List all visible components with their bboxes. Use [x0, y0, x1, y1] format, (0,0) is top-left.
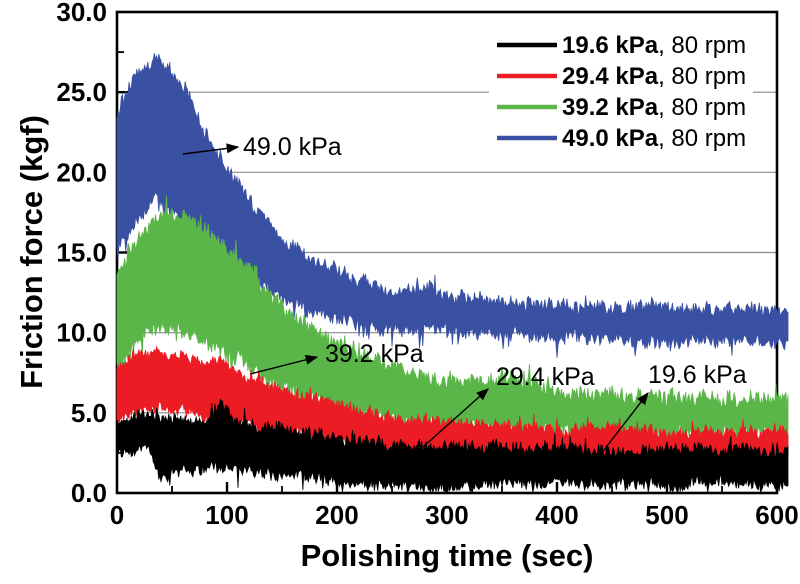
y-tick-label-25.0: 25.0 [56, 77, 107, 107]
legend-label: 29.4 kPa, 80 rpm [562, 63, 746, 90]
legend-background [489, 27, 753, 155]
annotation-arrow [249, 354, 319, 375]
y-axis-title: Friction force (kgf) [14, 115, 49, 389]
y-tick-label-10.0: 10.0 [56, 318, 107, 348]
x-tick-label-0: 0 [110, 500, 124, 530]
y-tick-label-5.0: 5.0 [71, 398, 107, 428]
annotation-39-2-kPa: 39.2 kPa [249, 340, 424, 375]
legend-item-39-2-kPa: 39.2 kPa, 80 rpm [497, 94, 746, 121]
y-tick-label-0.0: 0.0 [71, 478, 107, 508]
y-tick-label-15.0: 15.0 [56, 238, 107, 268]
plot-frame [115, 10, 779, 495]
annotation-text: 39.2 kPa [325, 340, 424, 368]
series-band-19-6-kPa [116, 398, 789, 494]
legend-label: 19.6 kPa, 80 rpm [562, 32, 746, 59]
legend-label: 49.0 kPa, 80 rpm [562, 125, 746, 152]
annotation-text: 49.0 kPa [243, 133, 342, 161]
annotation-19-6-kPa: 19.6 kPa [596, 361, 747, 460]
x-tick-label-300: 300 [425, 500, 468, 530]
series-bands [116, 53, 789, 494]
tick-labels: 0.0 5.0 10.0 15.0 20.0 25.0 30.0 0 100 200 300 400 5… [56, 0, 798, 530]
legend-item-49-0-kPa: 49.0 kPa, 80 rpm [497, 125, 746, 152]
legend-label: 39.2 kPa, 80 rpm [562, 94, 746, 121]
series-band-49-0-kPa [116, 53, 789, 358]
annotation-arrow [422, 388, 489, 448]
annotation-49-0-kPa: 49.0 kPa [182, 133, 342, 161]
legend-item-19-6-kPa: 19.6 kPa, 80 rpm [497, 32, 746, 59]
y-tick-label-30.0: 30.0 [56, 0, 107, 27]
x-tick-label-200: 200 [315, 500, 358, 530]
x-tick-label-500: 500 [645, 500, 688, 530]
annotation-29-4-kPa: 29.4 kPa [422, 363, 595, 448]
annotations: 19.6 kPa 29.4 kPa 39.2 kPa 49.0 kPa [182, 133, 747, 460]
annotation-text: 19.6 kPa [648, 361, 747, 389]
x-axis-title: Polishing time (sec) [300, 538, 594, 573]
annotation-arrow [596, 392, 649, 460]
x-tick-label-600: 600 [755, 500, 798, 530]
legend-item-29-4-kPa: 29.4 kPa, 80 rpm [497, 63, 746, 90]
annotation-arrow [182, 143, 240, 155]
y-tick-label-20.0: 20.0 [56, 157, 107, 187]
x-tick-label-100: 100 [205, 500, 248, 530]
x-tick-label-400: 400 [535, 500, 578, 530]
annotation-text: 29.4 kPa [496, 363, 595, 391]
legend: 19.6 kPa, 80 rpm 29.4 kPa, 80 rpm 39.2 kPa… [489, 27, 753, 155]
